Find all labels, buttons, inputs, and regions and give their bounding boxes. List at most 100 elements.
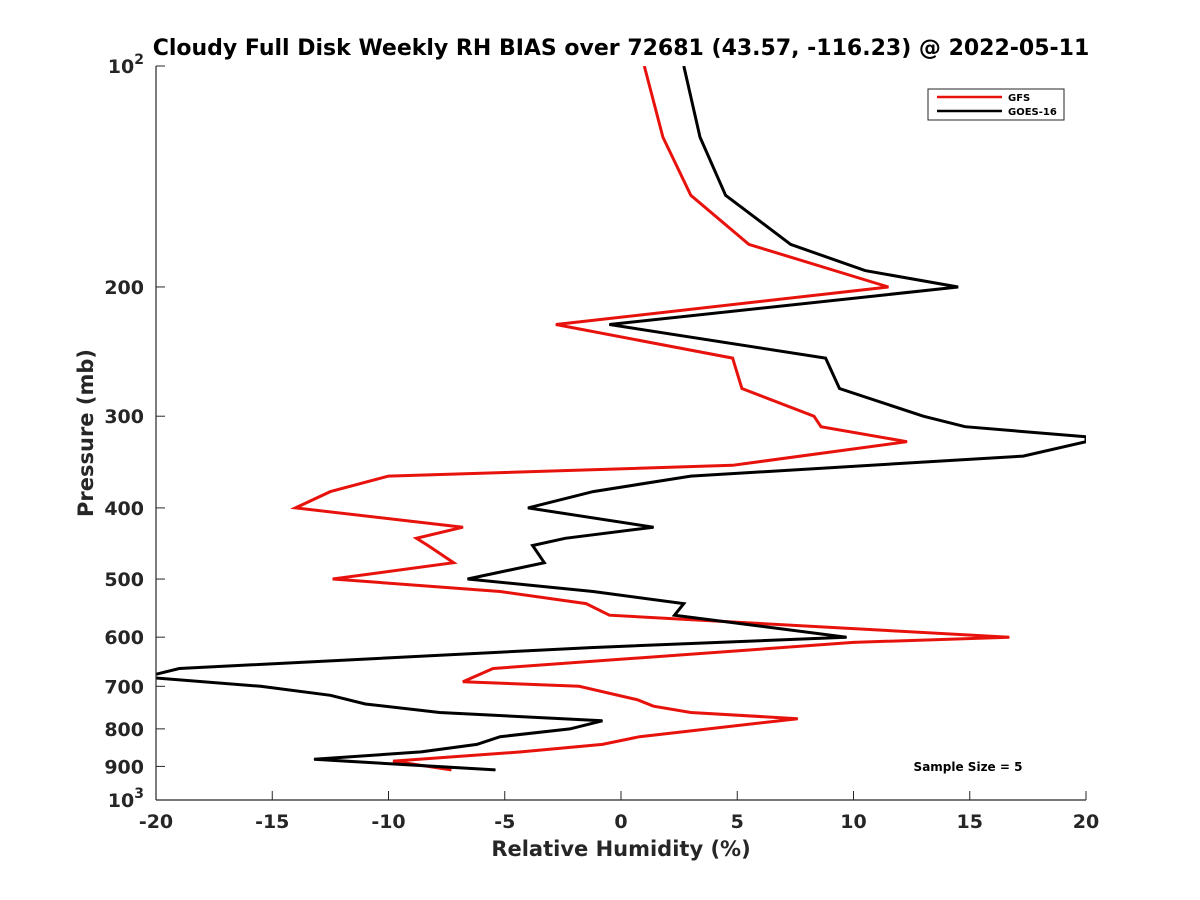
y-tick-label: 900: [104, 756, 144, 778]
data-point: [683, 66, 685, 67]
y-tick-base: 10: [108, 56, 134, 78]
x-tick-label: 15: [957, 811, 983, 833]
data-point: [690, 194, 692, 196]
data-point: [520, 751, 522, 753]
legend: GFS GOES-16: [927, 88, 1065, 121]
data-point: [499, 736, 501, 738]
data-point: [313, 758, 315, 760]
data-point: [415, 537, 417, 539]
data-point: [564, 537, 566, 539]
data-point: [1008, 636, 1010, 638]
x-tick-label: -15: [255, 811, 289, 833]
data-point: [674, 614, 675, 616]
data-point: [839, 388, 840, 389]
data-point: [813, 415, 815, 417]
plot-area: [156, 66, 1086, 800]
data-point: [453, 562, 455, 564]
data-point: [601, 720, 603, 722]
chart-title: Cloudy Full Disk Weekly RH BIAS over 726…: [153, 36, 1090, 61]
data-point: [388, 475, 389, 477]
y-tick-exponent: 3: [134, 786, 144, 802]
x-tick-label: 5: [731, 811, 744, 833]
y-tick-base: 10: [108, 790, 134, 812]
y-tick-label: 600: [104, 627, 144, 649]
data-point: [639, 736, 641, 738]
data-point: [790, 243, 792, 245]
data-point: [364, 703, 366, 705]
data-point: [295, 507, 296, 509]
data-point: [608, 614, 610, 616]
x-tick-label: -20: [139, 811, 173, 833]
data-point: [499, 591, 501, 592]
legend-label: GFS: [1008, 93, 1030, 104]
data-point: [748, 243, 750, 245]
data-point: [820, 426, 822, 428]
y-tick-label: 300: [104, 406, 144, 428]
data-point: [653, 705, 654, 707]
data-point: [462, 526, 464, 528]
data-point: [797, 718, 799, 720]
y-axis-label: Pressure (mb): [74, 349, 98, 517]
data-point: [732, 464, 734, 466]
data-point: [725, 194, 727, 196]
data-point: [699, 136, 701, 138]
data-point: [906, 441, 908, 443]
y-tick-label: 103: [108, 786, 144, 812]
data-point: [922, 415, 924, 417]
y-tick-label: 500: [104, 569, 144, 591]
data-point: [420, 751, 422, 753]
data-point: [964, 426, 966, 428]
data-point: [825, 357, 827, 359]
data-point: [543, 562, 545, 564]
x-tick-label: 20: [1073, 811, 1099, 833]
data-point: [741, 388, 743, 389]
data-point: [329, 491, 331, 493]
x-axis-ticks: -20 -15 -10 -5 0 5 10 15 20: [139, 791, 1099, 833]
data-point: [601, 743, 603, 745]
y-tick-label: 102: [108, 52, 144, 78]
legend-box: [927, 88, 1065, 121]
data-point: [555, 324, 557, 325]
data-point: [690, 475, 692, 477]
data-point: [590, 647, 592, 649]
data-point: [846, 636, 847, 638]
series-layer: [156, 66, 1086, 772]
data-point: [527, 507, 529, 509]
data-point: [732, 357, 734, 359]
data-point: [467, 578, 469, 580]
data-point: [957, 286, 959, 288]
data-point: [690, 712, 692, 713]
data-point: [332, 578, 334, 580]
series-gfs: [290, 66, 1010, 772]
data-point: [532, 545, 534, 546]
data-point: [578, 685, 580, 687]
x-axis-label: Relative Humidity (%): [491, 837, 750, 861]
y-tick-label: 700: [104, 676, 144, 698]
x-tick-label: -5: [494, 811, 515, 833]
data-point: [592, 591, 594, 592]
data-point: [887, 286, 889, 288]
data-point: [653, 526, 654, 528]
y-tick-label: 800: [104, 719, 144, 741]
data-point: [329, 694, 331, 696]
data-point: [260, 685, 262, 687]
data-point: [1085, 441, 1086, 443]
data-point: [585, 603, 587, 605]
x-tick-label: -10: [371, 811, 405, 833]
y-tick-label: 200: [104, 277, 144, 299]
data-point: [853, 641, 854, 643]
data-point: [439, 712, 441, 713]
series-line-goes-16: [156, 66, 1086, 772]
data-point: [683, 603, 685, 605]
y-tick-exponent: 2: [134, 52, 144, 68]
data-point: [864, 270, 866, 272]
data-point: [427, 545, 429, 546]
data-point: [662, 136, 664, 138]
data-point: [592, 491, 594, 493]
data-point: [1085, 436, 1086, 438]
y-tick-label: 400: [104, 498, 144, 520]
data-point: [492, 668, 494, 669]
data-point: [462, 681, 464, 683]
sample-size-annotation: Sample Size = 5: [914, 760, 1023, 774]
